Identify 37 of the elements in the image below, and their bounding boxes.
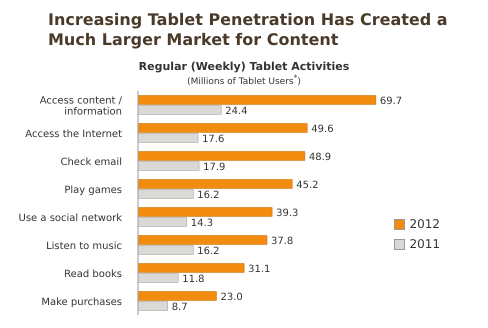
data-label: 49.6 bbox=[311, 124, 334, 135]
data-label: 48.9 bbox=[308, 152, 332, 163]
data-label: 8.7 bbox=[172, 302, 188, 313]
bar bbox=[138, 263, 244, 273]
y-tick-label: Make purchases bbox=[41, 297, 122, 308]
bar bbox=[138, 207, 272, 217]
data-label: 16.2 bbox=[197, 190, 220, 201]
bar bbox=[138, 95, 376, 105]
bar bbox=[138, 235, 268, 245]
y-tick-label: Play games bbox=[64, 185, 122, 196]
y-tick-label: Check email bbox=[60, 157, 122, 168]
bar bbox=[138, 151, 306, 161]
y-tick-label: Use a social network bbox=[18, 213, 122, 224]
bar bbox=[138, 179, 293, 189]
data-label: 69.7 bbox=[380, 96, 402, 107]
text: (Millions of Tablet Users$^{*}$) bbox=[186, 73, 302, 87]
data-label: 45.2 bbox=[296, 180, 319, 191]
legend-label: 2012 bbox=[409, 217, 440, 231]
chart-title: Increasing Tablet Penetration Has Created a Much Larger Market for Content bbox=[47, 9, 449, 51]
data-label: 17.6 bbox=[202, 134, 224, 145]
legend-label: 2011 bbox=[409, 237, 440, 251]
data-label: 37.8 bbox=[271, 236, 294, 247]
y-tick-label: Access content / information bbox=[40, 96, 123, 118]
data-label: 24.4 bbox=[225, 106, 248, 117]
bar bbox=[138, 291, 217, 301]
data-label: 11.8 bbox=[182, 274, 205, 285]
data-label: 31.1 bbox=[248, 264, 270, 275]
chart-subtitle: Regular (Weekly) Tablet Activities bbox=[138, 60, 350, 73]
y-tick-label: Read books bbox=[64, 269, 122, 280]
data-label: 39.3 bbox=[276, 208, 298, 219]
data-label: 16.2 bbox=[197, 246, 220, 257]
y-tick-label: Access the Internet bbox=[25, 129, 122, 140]
data-label: 17.9 bbox=[203, 162, 226, 173]
bar bbox=[138, 123, 308, 133]
y-tick-label: Listen to music bbox=[46, 241, 122, 252]
data-label: 14.3 bbox=[190, 218, 214, 229]
data-label: 23.0 bbox=[220, 292, 243, 303]
